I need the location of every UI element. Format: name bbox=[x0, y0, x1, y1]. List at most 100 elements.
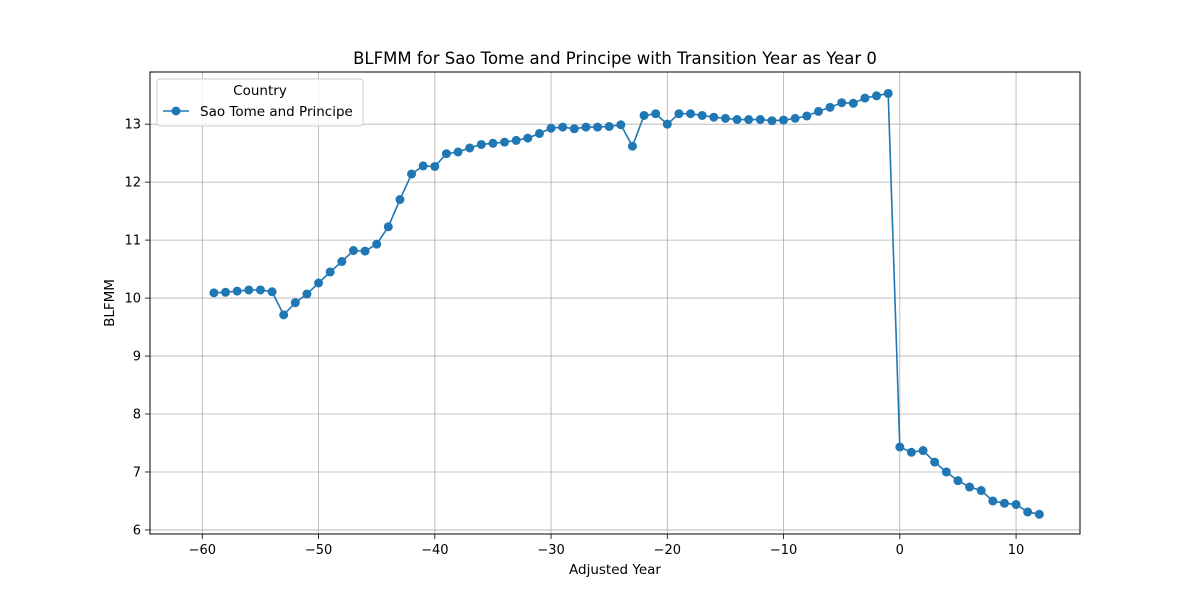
data-point bbox=[813, 106, 823, 116]
plot-area-frame bbox=[149, 71, 1081, 535]
data-point bbox=[999, 498, 1009, 508]
data-point bbox=[755, 115, 765, 125]
data-point bbox=[314, 278, 324, 288]
data-point bbox=[290, 298, 300, 308]
y-tick-label: 8 bbox=[133, 408, 141, 423]
x-tick-label: −50 bbox=[305, 543, 332, 558]
data-point bbox=[790, 113, 800, 123]
data-point bbox=[651, 109, 661, 119]
data-point bbox=[895, 442, 905, 452]
data-point bbox=[802, 111, 812, 121]
x-tick-label: −60 bbox=[189, 543, 216, 558]
data-point bbox=[244, 285, 254, 295]
data-point bbox=[407, 169, 417, 179]
y-tick-label: 9 bbox=[133, 350, 141, 365]
x-axis-label: Adjusted Year bbox=[569, 562, 661, 578]
data-point bbox=[674, 109, 684, 119]
legend-series-marker bbox=[171, 106, 181, 116]
data-point bbox=[627, 141, 637, 151]
data-point bbox=[906, 447, 916, 457]
data-point bbox=[616, 120, 626, 130]
data-point bbox=[779, 115, 789, 125]
data-point bbox=[686, 109, 696, 119]
data-point bbox=[534, 128, 544, 138]
legend: Country Sao Tome and Principe bbox=[156, 78, 364, 127]
data-point bbox=[720, 113, 730, 123]
data-point bbox=[546, 123, 556, 133]
data-point bbox=[709, 112, 719, 122]
data-point bbox=[395, 195, 405, 205]
y-axis-label: BLFMM bbox=[102, 279, 118, 327]
y-tick-label: 12 bbox=[124, 176, 141, 191]
x-tick-label: 0 bbox=[896, 543, 904, 558]
data-point bbox=[697, 110, 707, 120]
data-point bbox=[825, 102, 835, 112]
axis-ticks: −60 −50 −40 −30 −20 −10 0 10 6 7 8 9 10 11 12 13 bbox=[124, 118, 1024, 558]
data-point bbox=[476, 139, 486, 149]
data-point bbox=[965, 482, 975, 492]
data-point bbox=[360, 246, 370, 256]
data-point bbox=[383, 222, 393, 232]
chart-title: BLFMM for Sao Tome and Principe with Tra… bbox=[353, 49, 877, 68]
data-point bbox=[255, 285, 265, 295]
data-point bbox=[976, 486, 986, 496]
data-point bbox=[581, 122, 591, 132]
data-point bbox=[1023, 507, 1033, 517]
x-tick-label: −40 bbox=[421, 543, 448, 558]
data-series bbox=[209, 88, 1044, 519]
data-point bbox=[639, 110, 649, 120]
y-tick-label: 6 bbox=[133, 523, 141, 538]
legend-box bbox=[156, 78, 364, 127]
data-point bbox=[593, 122, 603, 132]
data-point bbox=[511, 135, 521, 145]
data-point bbox=[558, 122, 568, 132]
data-point bbox=[430, 161, 440, 171]
data-point bbox=[860, 93, 870, 103]
data-point bbox=[221, 287, 231, 297]
data-point bbox=[337, 257, 347, 267]
data-point bbox=[209, 288, 219, 298]
x-tick-label: −10 bbox=[770, 543, 797, 558]
data-point bbox=[232, 286, 242, 296]
data-point bbox=[604, 121, 614, 131]
data-point bbox=[930, 457, 940, 467]
y-tick-label: 11 bbox=[124, 234, 141, 249]
x-tick-label: 10 bbox=[1008, 543, 1025, 558]
legend-series-label: Sao Tome and Principe bbox=[200, 104, 353, 120]
data-point bbox=[418, 161, 428, 171]
data-point bbox=[465, 143, 475, 153]
data-point bbox=[441, 149, 451, 159]
data-point bbox=[872, 91, 882, 101]
y-tick-label: 10 bbox=[124, 292, 141, 307]
data-point bbox=[523, 133, 533, 143]
data-point bbox=[953, 476, 963, 486]
x-tick-label: −20 bbox=[654, 543, 681, 558]
data-point bbox=[488, 138, 498, 148]
data-point bbox=[662, 119, 672, 129]
data-point bbox=[1011, 499, 1021, 509]
gridlines bbox=[150, 72, 1080, 534]
data-point bbox=[918, 446, 928, 456]
data-point bbox=[883, 88, 893, 98]
data-point bbox=[453, 147, 463, 157]
legend-title: Country bbox=[233, 83, 287, 99]
data-point bbox=[1034, 509, 1044, 519]
data-point bbox=[848, 98, 858, 108]
data-point bbox=[279, 310, 289, 320]
data-point bbox=[348, 246, 358, 256]
data-point bbox=[569, 124, 579, 134]
data-point bbox=[941, 467, 951, 477]
data-point bbox=[372, 239, 382, 249]
data-point bbox=[767, 116, 777, 126]
data-point bbox=[744, 115, 754, 125]
data-point bbox=[267, 287, 277, 297]
y-tick-label: 7 bbox=[133, 465, 141, 480]
data-point bbox=[988, 496, 998, 506]
data-point bbox=[732, 115, 742, 125]
data-point bbox=[837, 98, 847, 108]
data-point bbox=[325, 267, 335, 277]
x-tick-label: −30 bbox=[537, 543, 564, 558]
data-point bbox=[500, 137, 510, 147]
y-tick-label: 13 bbox=[124, 118, 141, 133]
